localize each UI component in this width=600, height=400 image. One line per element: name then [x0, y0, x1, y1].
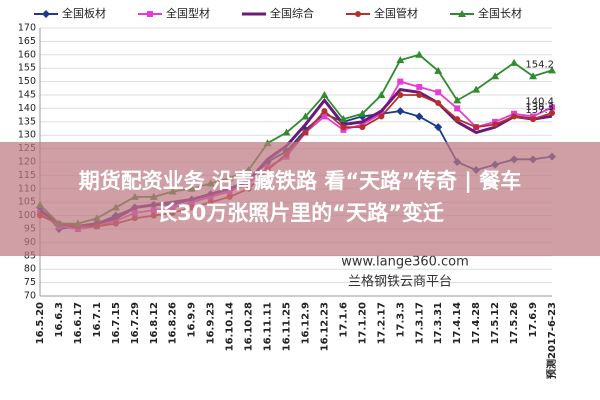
legend-label: 全国管材 [374, 6, 418, 20]
point [492, 121, 499, 128]
x-tick-label: 17.5.26 [509, 302, 520, 344]
x-tick-label: 16.12.9 [300, 302, 311, 344]
point [415, 112, 424, 121]
point [397, 92, 404, 98]
y-tick-label: 135 [18, 116, 36, 127]
x-tick-label: 16.10.28 [244, 302, 255, 351]
x-tick-label: 16.7.15 [111, 302, 122, 344]
point [434, 66, 443, 74]
y-tick-label: 145 [18, 90, 36, 101]
x-tick-label: 17.6.9 [528, 302, 539, 337]
banner-text: 长30万张照片里的“天路”变迁 [156, 201, 444, 225]
point [359, 124, 366, 131]
point [454, 116, 461, 123]
x-tick-label: 17.4.14 [452, 302, 463, 344]
x-tick-label: 16.11.11 [263, 302, 274, 351]
y-tick-label: 140 [18, 103, 36, 114]
point [510, 58, 519, 66]
y-tick-label: 70 [24, 291, 36, 302]
x-tick-label: 16.6.3 [54, 302, 65, 337]
x-tick-label: 17.1.20 [357, 302, 368, 344]
point [454, 105, 461, 112]
x-tick-label: 17.3.3 [395, 302, 406, 337]
x-tick-label: 预测2017-6-23 [545, 302, 558, 379]
point [397, 78, 404, 85]
point [548, 66, 556, 74]
data-label: 154.2 [525, 59, 554, 70]
legend-label: 全国型材 [166, 6, 210, 20]
point [529, 72, 538, 80]
legend-label: 全国综合 [270, 6, 314, 20]
point [320, 91, 329, 98]
point [530, 116, 537, 123]
x-tick-label: 16.8.26 [168, 302, 179, 344]
point [491, 72, 500, 80]
x-tick-label: 16.5.20 [35, 302, 46, 344]
x-tick-label: 16.6.17 [73, 302, 84, 344]
banner-text: 期货配资业务 沿青藏铁路 看“天路”传奇 | 餐车 [79, 169, 522, 194]
point [416, 83, 423, 90]
data-label: 140.4 [525, 96, 554, 107]
x-tick-label: 16.9.23 [206, 302, 217, 344]
x-tick-label: 16.12.23 [319, 302, 330, 351]
point [434, 123, 443, 132]
point [378, 113, 385, 120]
point [147, 11, 153, 17]
banner [0, 142, 600, 256]
point [355, 11, 361, 17]
x-tick-label: 17.2.17 [376, 302, 387, 344]
legend-label: 全国长材 [478, 6, 522, 20]
x-tick-label: 17.3.17 [414, 302, 425, 344]
x-tick-label: 16.11.25 [282, 302, 293, 351]
point [339, 115, 348, 123]
point [377, 91, 386, 98]
watermark: 兰格钢铁云商平台 [348, 274, 452, 290]
y-tick-label: 160 [18, 49, 36, 60]
point [396, 56, 405, 64]
y-tick-label: 75 [24, 277, 36, 288]
y-tick-label: 165 [18, 36, 36, 47]
point [458, 10, 466, 17]
data-label: 138.3 [525, 102, 554, 113]
x-tick-label: 16.7.29 [130, 302, 141, 344]
x-tick-label: 17.5.12 [490, 302, 501, 344]
point [549, 109, 555, 116]
point [301, 112, 310, 120]
x-tick-label: 16.8.12 [149, 302, 160, 344]
point [321, 113, 328, 120]
x-tick-label: 16.7.1 [92, 302, 103, 337]
point [321, 108, 328, 115]
point [473, 124, 480, 131]
x-tick-label: 16.10.14 [225, 302, 236, 351]
data-label: 137.1 [525, 105, 554, 116]
y-tick-label: 155 [18, 63, 36, 74]
point [549, 104, 555, 111]
point [435, 89, 442, 96]
watermark: www.lange360.com [341, 255, 469, 270]
point [282, 128, 291, 136]
x-tick-label: 16.9.9 [187, 302, 198, 337]
point [416, 92, 423, 98]
y-tick-label: 80 [24, 264, 36, 275]
point [340, 124, 347, 131]
point [396, 107, 405, 116]
point [435, 100, 442, 107]
y-tick-label: 130 [18, 130, 36, 141]
point [415, 50, 424, 58]
point [511, 113, 518, 120]
y-tick-label: 150 [18, 76, 36, 87]
x-tick-label: 17.1.6 [338, 302, 349, 337]
x-tick-label: 17.4.28 [471, 302, 482, 344]
point [453, 96, 462, 104]
y-tick-label: 170 [18, 23, 36, 34]
x-tick-label: 17.3.31 [433, 302, 444, 344]
point [358, 109, 367, 117]
point [472, 85, 481, 93]
point [302, 129, 309, 136]
point [42, 10, 50, 18]
legend-label: 全国板材 [62, 6, 106, 20]
